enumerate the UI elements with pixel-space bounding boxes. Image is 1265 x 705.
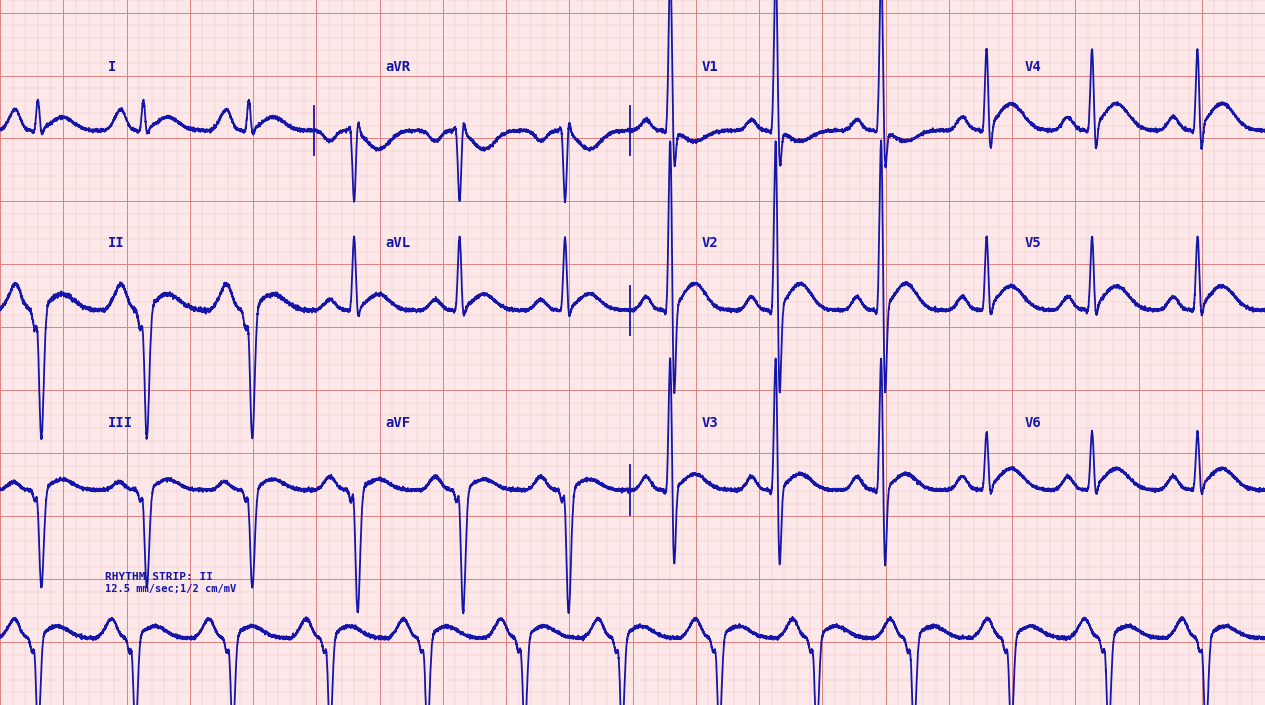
Text: V1: V1 <box>702 60 719 74</box>
Text: III: III <box>108 416 133 430</box>
Text: V4: V4 <box>1025 60 1041 74</box>
Text: aVR: aVR <box>386 60 411 74</box>
Text: I: I <box>108 60 116 74</box>
Text: RHYTHM STRIP: II: RHYTHM STRIP: II <box>105 572 213 582</box>
Text: V5: V5 <box>1025 236 1041 250</box>
Text: aVF: aVF <box>386 416 411 430</box>
Text: V6: V6 <box>1025 416 1041 430</box>
Text: V2: V2 <box>702 236 719 250</box>
Text: 12.5 mm/sec;1/2 cm/mV: 12.5 mm/sec;1/2 cm/mV <box>105 584 237 594</box>
Text: V3: V3 <box>702 416 719 430</box>
Text: aVL: aVL <box>386 236 411 250</box>
Text: II: II <box>108 236 124 250</box>
